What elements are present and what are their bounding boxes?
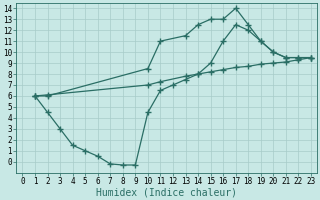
X-axis label: Humidex (Indice chaleur): Humidex (Indice chaleur)	[96, 187, 237, 197]
